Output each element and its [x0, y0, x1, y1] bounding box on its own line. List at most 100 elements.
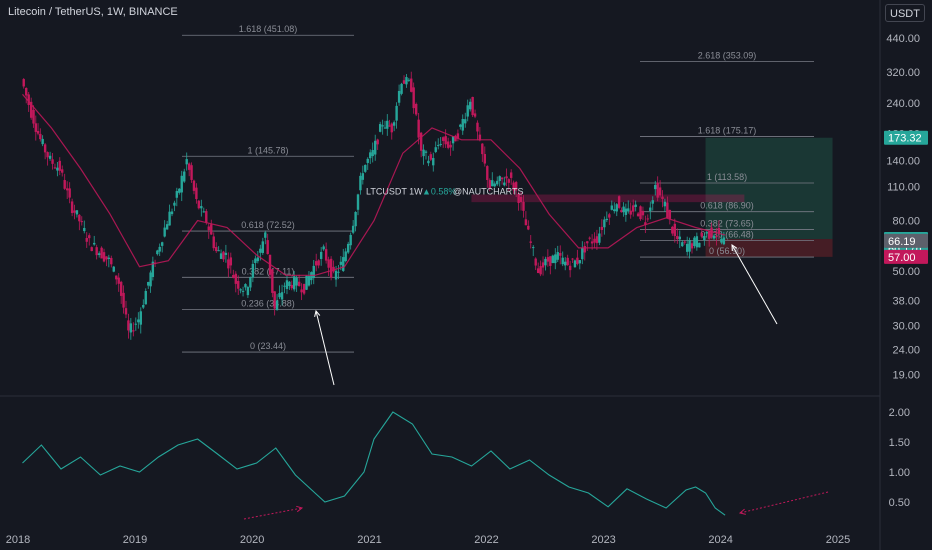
candle-body — [224, 252, 228, 255]
candle-body — [539, 266, 542, 275]
candle-body — [417, 119, 420, 138]
osc-arrow-2024 — [739, 491, 829, 514]
osc-y-tick-0.50: 0.50 — [889, 497, 910, 509]
candle-body — [307, 276, 311, 286]
candle-body — [295, 277, 298, 286]
candle-body — [112, 266, 115, 272]
osc-arrow-2020 — [243, 507, 303, 520]
candle-body — [80, 221, 83, 223]
y-tick-240.00: 240.00 — [886, 98, 920, 110]
candle-body — [412, 87, 415, 109]
candle-body — [25, 87, 28, 96]
candle-body — [168, 211, 171, 226]
candle-body — [620, 210, 623, 213]
candle-body — [666, 202, 669, 218]
price-label-0: 173.32 — [888, 133, 922, 145]
candle-body — [454, 135, 457, 142]
candle-body — [705, 232, 708, 234]
candle-body — [598, 233, 601, 243]
candle-body — [278, 293, 281, 298]
candle-body — [29, 101, 33, 118]
candle-body — [127, 320, 130, 331]
currency-button[interactable]: USDT — [885, 4, 925, 22]
fib-label-1-0.618: 0.618 (72.52) — [241, 220, 295, 230]
candle-body — [441, 137, 445, 141]
candle-body — [259, 248, 262, 253]
candle-body — [93, 242, 96, 245]
candle-body — [376, 139, 379, 145]
candle-body — [419, 132, 423, 151]
candle-body — [305, 275, 308, 290]
candle-body — [410, 78, 413, 92]
candle-body — [551, 255, 554, 264]
x-tick-2025: 2025 — [826, 534, 850, 546]
candle-body — [75, 210, 79, 215]
candle-body — [491, 180, 494, 187]
x-tick-2021: 2021 — [357, 534, 381, 546]
candle-body — [51, 159, 54, 164]
candle-body — [600, 226, 604, 230]
candle-body — [319, 251, 323, 259]
candle-body — [285, 280, 289, 289]
candle-body — [117, 277, 120, 284]
candle-body — [700, 232, 704, 237]
candle-body — [395, 105, 398, 121]
candle-body — [681, 242, 684, 247]
y-tick-110.00: 110.00 — [887, 181, 920, 193]
fib-label-1-0.236: 0.236 (34.88) — [241, 298, 295, 308]
candle-body — [324, 249, 328, 261]
candle-body — [119, 281, 123, 296]
resistance-zone — [471, 194, 745, 203]
candle-body — [634, 204, 637, 207]
candle-body — [590, 241, 594, 244]
candle-body — [449, 144, 452, 148]
candle-body — [202, 211, 205, 213]
candle-body — [481, 143, 484, 155]
candle-body — [364, 164, 367, 172]
candle-body — [34, 123, 37, 132]
candle-body — [90, 247, 93, 252]
candle-body — [342, 257, 345, 271]
candle-body — [215, 247, 218, 252]
candle-body — [374, 140, 377, 155]
annotation-arrow-2020 — [315, 310, 335, 386]
candle-body — [122, 292, 125, 308]
candle-body — [65, 188, 69, 191]
candle-body — [234, 273, 237, 284]
candle-body — [390, 123, 393, 133]
y-tick-80.00: 80.00 — [892, 216, 920, 228]
candle-body — [105, 256, 108, 260]
candle-body — [593, 238, 596, 243]
annotation-arrow-2020-head — [314, 309, 321, 317]
candle-body — [437, 144, 440, 146]
candle-body — [237, 280, 240, 289]
candle-body — [322, 246, 325, 250]
candle-body — [703, 235, 706, 241]
candle-body — [151, 261, 155, 278]
candle-body — [266, 240, 269, 255]
candle-body — [534, 258, 537, 266]
candle-body — [641, 210, 645, 216]
candle-body — [290, 284, 293, 289]
fib-label-2-2.618: 2.618 (353.09) — [698, 50, 757, 60]
candle-body — [512, 182, 515, 191]
osc-y-tick-1.50: 1.50 — [889, 437, 910, 449]
candle-body — [334, 270, 338, 280]
candle-body — [256, 257, 260, 262]
candle-body — [690, 243, 694, 249]
candle-body — [571, 258, 574, 260]
candle-body — [163, 227, 166, 237]
candle-body — [414, 103, 418, 115]
candle-body — [315, 261, 318, 266]
candle-body — [549, 256, 552, 266]
candle-body — [407, 79, 411, 81]
candle-body — [160, 242, 164, 246]
candle-body — [378, 124, 382, 132]
candle-body — [627, 208, 630, 212]
candle-body — [451, 136, 455, 144]
candle-body — [244, 284, 247, 288]
y-tick-30.00: 30.00 — [892, 321, 920, 333]
candle-body — [668, 209, 672, 219]
candle-body — [251, 263, 255, 278]
candle-body — [73, 210, 76, 213]
